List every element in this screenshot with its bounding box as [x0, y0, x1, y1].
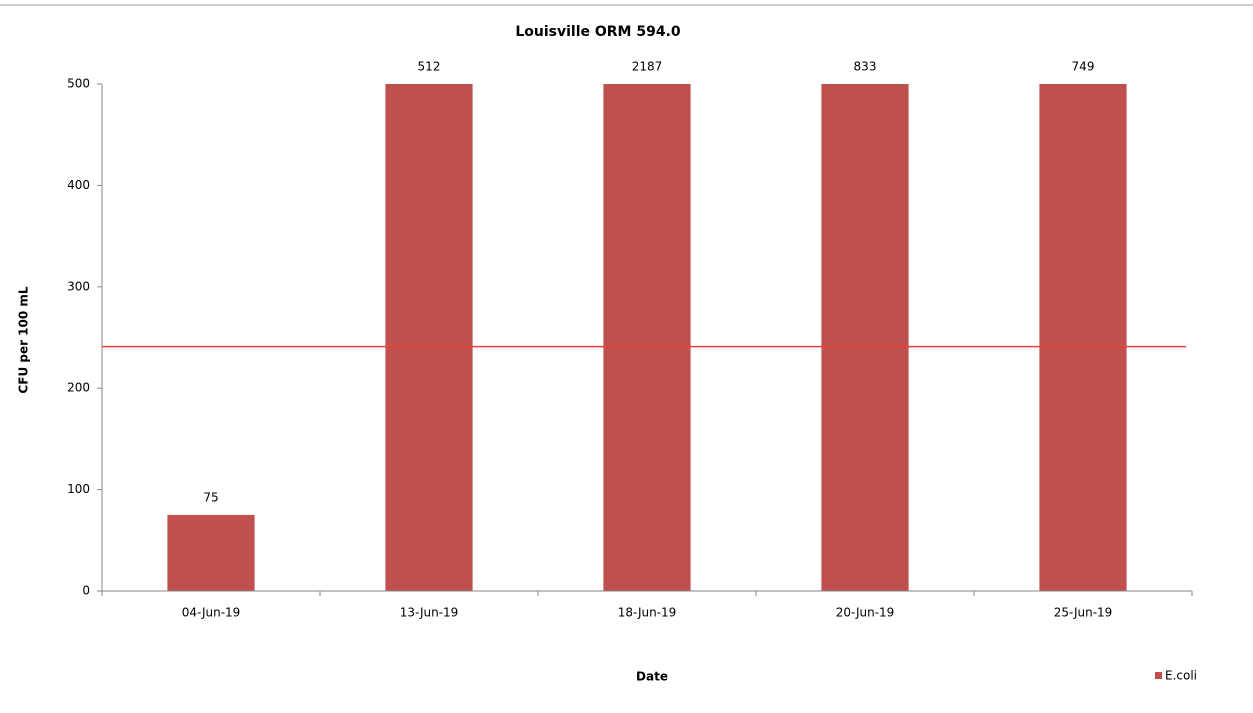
bar	[385, 84, 473, 591]
bar	[603, 84, 691, 591]
x-tick-label: 18-Jun-19	[618, 606, 677, 620]
y-tick-label: 400	[67, 178, 90, 192]
y-tick-label: 100	[67, 482, 90, 496]
legend-swatch	[1155, 672, 1162, 679]
data-label: 512	[418, 60, 441, 74]
data-label: 75	[203, 490, 218, 504]
y-tick-label: 0	[82, 584, 90, 598]
y-tick-label: 300	[67, 279, 90, 293]
bar	[167, 514, 255, 591]
y-tick-label: 500	[67, 77, 90, 91]
x-axis-label: Date	[636, 670, 668, 684]
bar	[1039, 84, 1127, 591]
x-tick-label: 04-Jun-19	[182, 606, 241, 620]
data-label: 749	[1072, 60, 1095, 74]
legend-label: E.coli	[1165, 669, 1197, 683]
y-axis-label: CFU per 100 mL	[17, 286, 31, 393]
data-label: 833	[854, 60, 877, 74]
bar	[821, 84, 909, 591]
x-tick-label: 20-Jun-19	[836, 606, 895, 620]
x-tick-label: 25-Jun-19	[1054, 606, 1113, 620]
chart-title: Louisville ORM 594.0	[515, 24, 681, 40]
data-label: 2187	[632, 60, 663, 74]
y-tick-label: 200	[67, 381, 90, 395]
plot-area	[167, 84, 1127, 591]
x-tick-label: 13-Jun-19	[400, 606, 459, 620]
